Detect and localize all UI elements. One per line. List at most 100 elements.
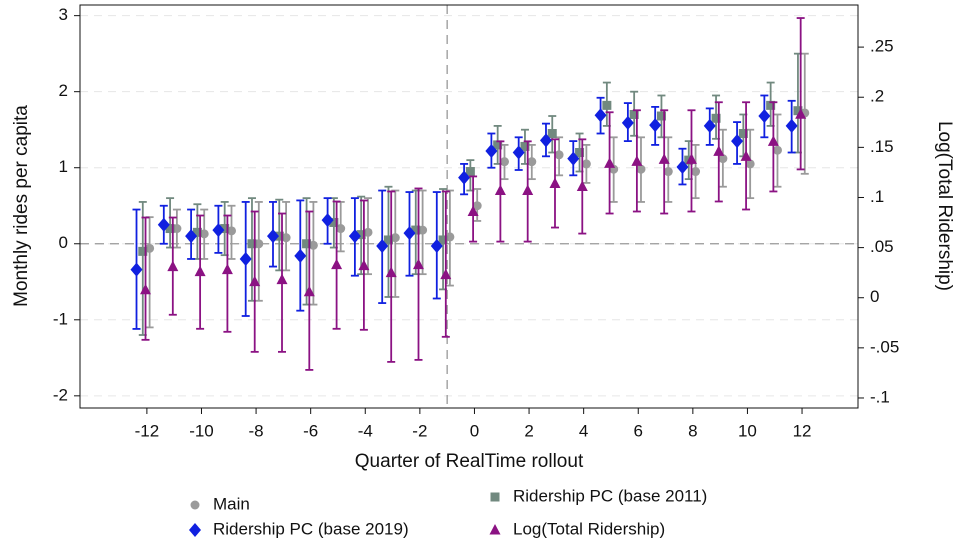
point xyxy=(308,240,318,250)
x-tick-label: -8 xyxy=(249,421,264,440)
point xyxy=(631,155,643,166)
x-tick-label: 8 xyxy=(688,421,697,440)
x-tick-label: 0 xyxy=(470,421,479,440)
point xyxy=(165,224,175,234)
point xyxy=(185,229,198,244)
legend-label: Ridership PC (base 2019) xyxy=(213,519,409,538)
x-tick-label: 12 xyxy=(793,421,812,440)
point xyxy=(576,180,588,191)
point xyxy=(493,140,503,150)
point xyxy=(430,239,443,254)
point xyxy=(274,231,284,241)
legend-marker xyxy=(489,524,501,535)
point xyxy=(465,167,475,177)
point xyxy=(157,217,170,232)
point xyxy=(766,100,776,110)
x-tick-label: -2 xyxy=(412,421,427,440)
point xyxy=(376,239,389,254)
point xyxy=(145,243,155,253)
point xyxy=(303,285,315,297)
y-tick-label: 1 xyxy=(59,157,68,176)
point xyxy=(249,275,261,287)
point xyxy=(336,224,346,234)
point xyxy=(691,167,701,177)
point xyxy=(239,251,252,266)
point xyxy=(167,260,179,272)
point xyxy=(383,235,393,245)
point xyxy=(221,263,233,275)
point xyxy=(485,143,498,158)
x-tick-label: 4 xyxy=(579,421,588,440)
point xyxy=(438,235,448,245)
point xyxy=(738,129,748,139)
point xyxy=(140,283,152,295)
point xyxy=(302,239,312,249)
x-tick-label: 10 xyxy=(738,421,757,440)
point xyxy=(329,217,339,227)
legend-marker xyxy=(189,523,201,537)
point xyxy=(676,159,689,174)
point xyxy=(412,258,424,270)
point xyxy=(527,157,537,167)
y2-tick-label: 0 xyxy=(870,287,879,306)
point xyxy=(458,170,471,185)
point xyxy=(281,233,291,243)
point xyxy=(138,246,148,256)
point xyxy=(220,224,230,234)
point xyxy=(740,150,752,161)
point xyxy=(767,135,779,146)
y2-tick-label: .1 xyxy=(870,187,884,206)
point xyxy=(440,268,452,280)
legend-marker xyxy=(190,500,200,510)
point xyxy=(294,248,307,263)
point xyxy=(785,118,798,133)
point xyxy=(581,159,591,169)
point xyxy=(254,239,264,249)
point xyxy=(745,159,755,169)
y-tick-label: 2 xyxy=(59,81,68,100)
point xyxy=(549,177,561,188)
point xyxy=(363,227,373,237)
point xyxy=(629,109,639,119)
point xyxy=(636,164,646,174)
x-axis-label: Quarter of RealTime rollout xyxy=(355,451,584,472)
point xyxy=(358,259,370,271)
y-tick-label: -1 xyxy=(53,309,68,328)
point xyxy=(385,266,397,278)
point xyxy=(194,265,206,277)
point xyxy=(718,154,728,164)
point xyxy=(266,229,279,244)
point xyxy=(703,118,716,133)
point xyxy=(192,227,202,237)
point xyxy=(199,229,209,239)
y2-tick-label: .05 xyxy=(870,237,894,256)
legend-label: Main xyxy=(213,494,250,513)
point xyxy=(418,225,428,235)
point xyxy=(212,223,225,238)
y2-tick-label: -.05 xyxy=(870,337,899,356)
point xyxy=(522,184,534,195)
x-tick-label: -6 xyxy=(303,421,318,440)
legend-label: Log(Total Ridership) xyxy=(513,519,665,538)
point xyxy=(348,229,361,244)
x-tick-label: -12 xyxy=(135,421,160,440)
point xyxy=(663,167,673,177)
x-tick-label: 6 xyxy=(634,421,643,440)
point xyxy=(130,262,143,277)
point xyxy=(445,232,455,242)
point xyxy=(656,111,666,121)
plot-frame xyxy=(79,4,859,409)
point xyxy=(411,225,421,235)
point xyxy=(594,108,607,123)
x-tick-label: 2 xyxy=(524,421,533,440)
point xyxy=(227,226,237,236)
y-tick-label: -2 xyxy=(53,385,68,404)
legend-marker xyxy=(490,492,500,502)
point xyxy=(772,145,782,155)
point xyxy=(172,224,182,234)
point xyxy=(575,148,585,158)
point xyxy=(649,118,662,133)
point xyxy=(658,153,670,164)
point xyxy=(731,134,744,149)
point xyxy=(321,213,334,228)
